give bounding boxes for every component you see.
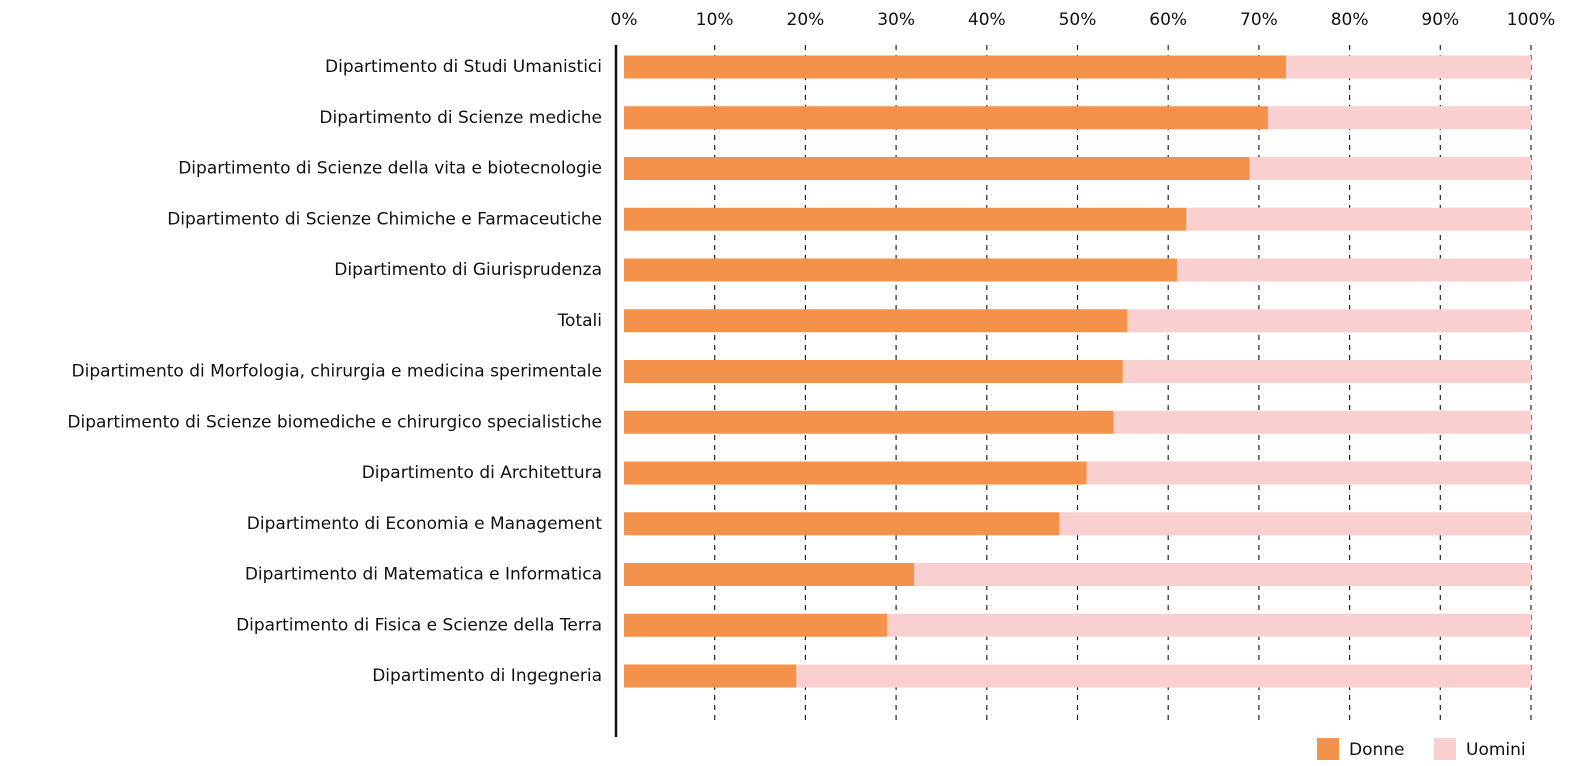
bar-segment [624, 664, 797, 688]
bar-segment [624, 563, 915, 586]
bar-segment [624, 461, 1087, 485]
bar-segment [1249, 157, 1531, 180]
bar-segment [624, 55, 1287, 79]
legend-swatch [1317, 738, 1339, 760]
x-tick-label: 100% [1507, 10, 1556, 30]
bar-segment [887, 613, 1531, 637]
bar-segment [624, 207, 1187, 231]
bar-segment [1086, 461, 1531, 485]
x-tick-label: 50% [1059, 10, 1097, 30]
bar-segment [1267, 106, 1531, 130]
bar-segment [914, 563, 1531, 586]
x-tick-label: 40% [968, 10, 1006, 30]
x-tick-label: 20% [787, 10, 825, 30]
legend-label: Uomini [1466, 740, 1526, 760]
x-tick-label: 80% [1331, 10, 1369, 30]
y-tick-label: Dipartimento di Fisica e Scienze della T… [236, 615, 602, 635]
y-tick-label: Dipartimento di Matematica e Informatica [245, 565, 602, 585]
bar-segment [624, 258, 1178, 282]
bar-segment [624, 309, 1128, 333]
bar-segment [624, 106, 1268, 130]
y-tick-label: Dipartimento di Scienze della vita e bio… [178, 159, 602, 179]
bar-segment [624, 410, 1114, 434]
bar-segment [1186, 207, 1531, 231]
bar-segment [1122, 360, 1531, 383]
x-tick-label: 0% [611, 10, 638, 30]
x-tick-label: 10% [696, 10, 734, 30]
legend-swatch [1434, 738, 1456, 760]
x-tick-label: 70% [1240, 10, 1278, 30]
bar-segment [624, 613, 888, 637]
bar-segment [796, 664, 1531, 688]
x-tick-label: 60% [1149, 10, 1187, 30]
legend-label: Donne [1349, 740, 1405, 760]
y-tick-label: Dipartimento di Scienze Chimiche e Farma… [167, 209, 602, 229]
y-tick-label: Dipartimento di Ingegneria [372, 666, 602, 686]
bar-segment [1059, 512, 1531, 536]
y-tick-label: Dipartimento di Morfologia, chirurgia e … [72, 362, 602, 382]
x-tick-label: 30% [877, 10, 915, 30]
y-tick-label: Dipartimento di Architettura [362, 463, 602, 483]
y-tick-label: Dipartimento di Giurisprudenza [334, 260, 602, 280]
bar-segment [1127, 309, 1531, 333]
y-tick-label: Dipartimento di Economia e Management [247, 514, 603, 534]
bar-segment [624, 512, 1060, 536]
y-tick-label: Dipartimento di Studi Umanistici [325, 57, 602, 77]
bar-segment [1177, 258, 1531, 282]
bar-segment [624, 157, 1250, 180]
bar-segment [1113, 410, 1531, 434]
x-tick-label: 90% [1421, 10, 1459, 30]
y-tick-label: Dipartimento di Scienze biomediche e chi… [67, 412, 602, 432]
bar-segment [624, 360, 1123, 383]
bar-segment [1286, 55, 1531, 79]
y-tick-label: Dipartimento di Scienze mediche [319, 108, 602, 128]
y-tick-label: Totali [557, 311, 602, 331]
